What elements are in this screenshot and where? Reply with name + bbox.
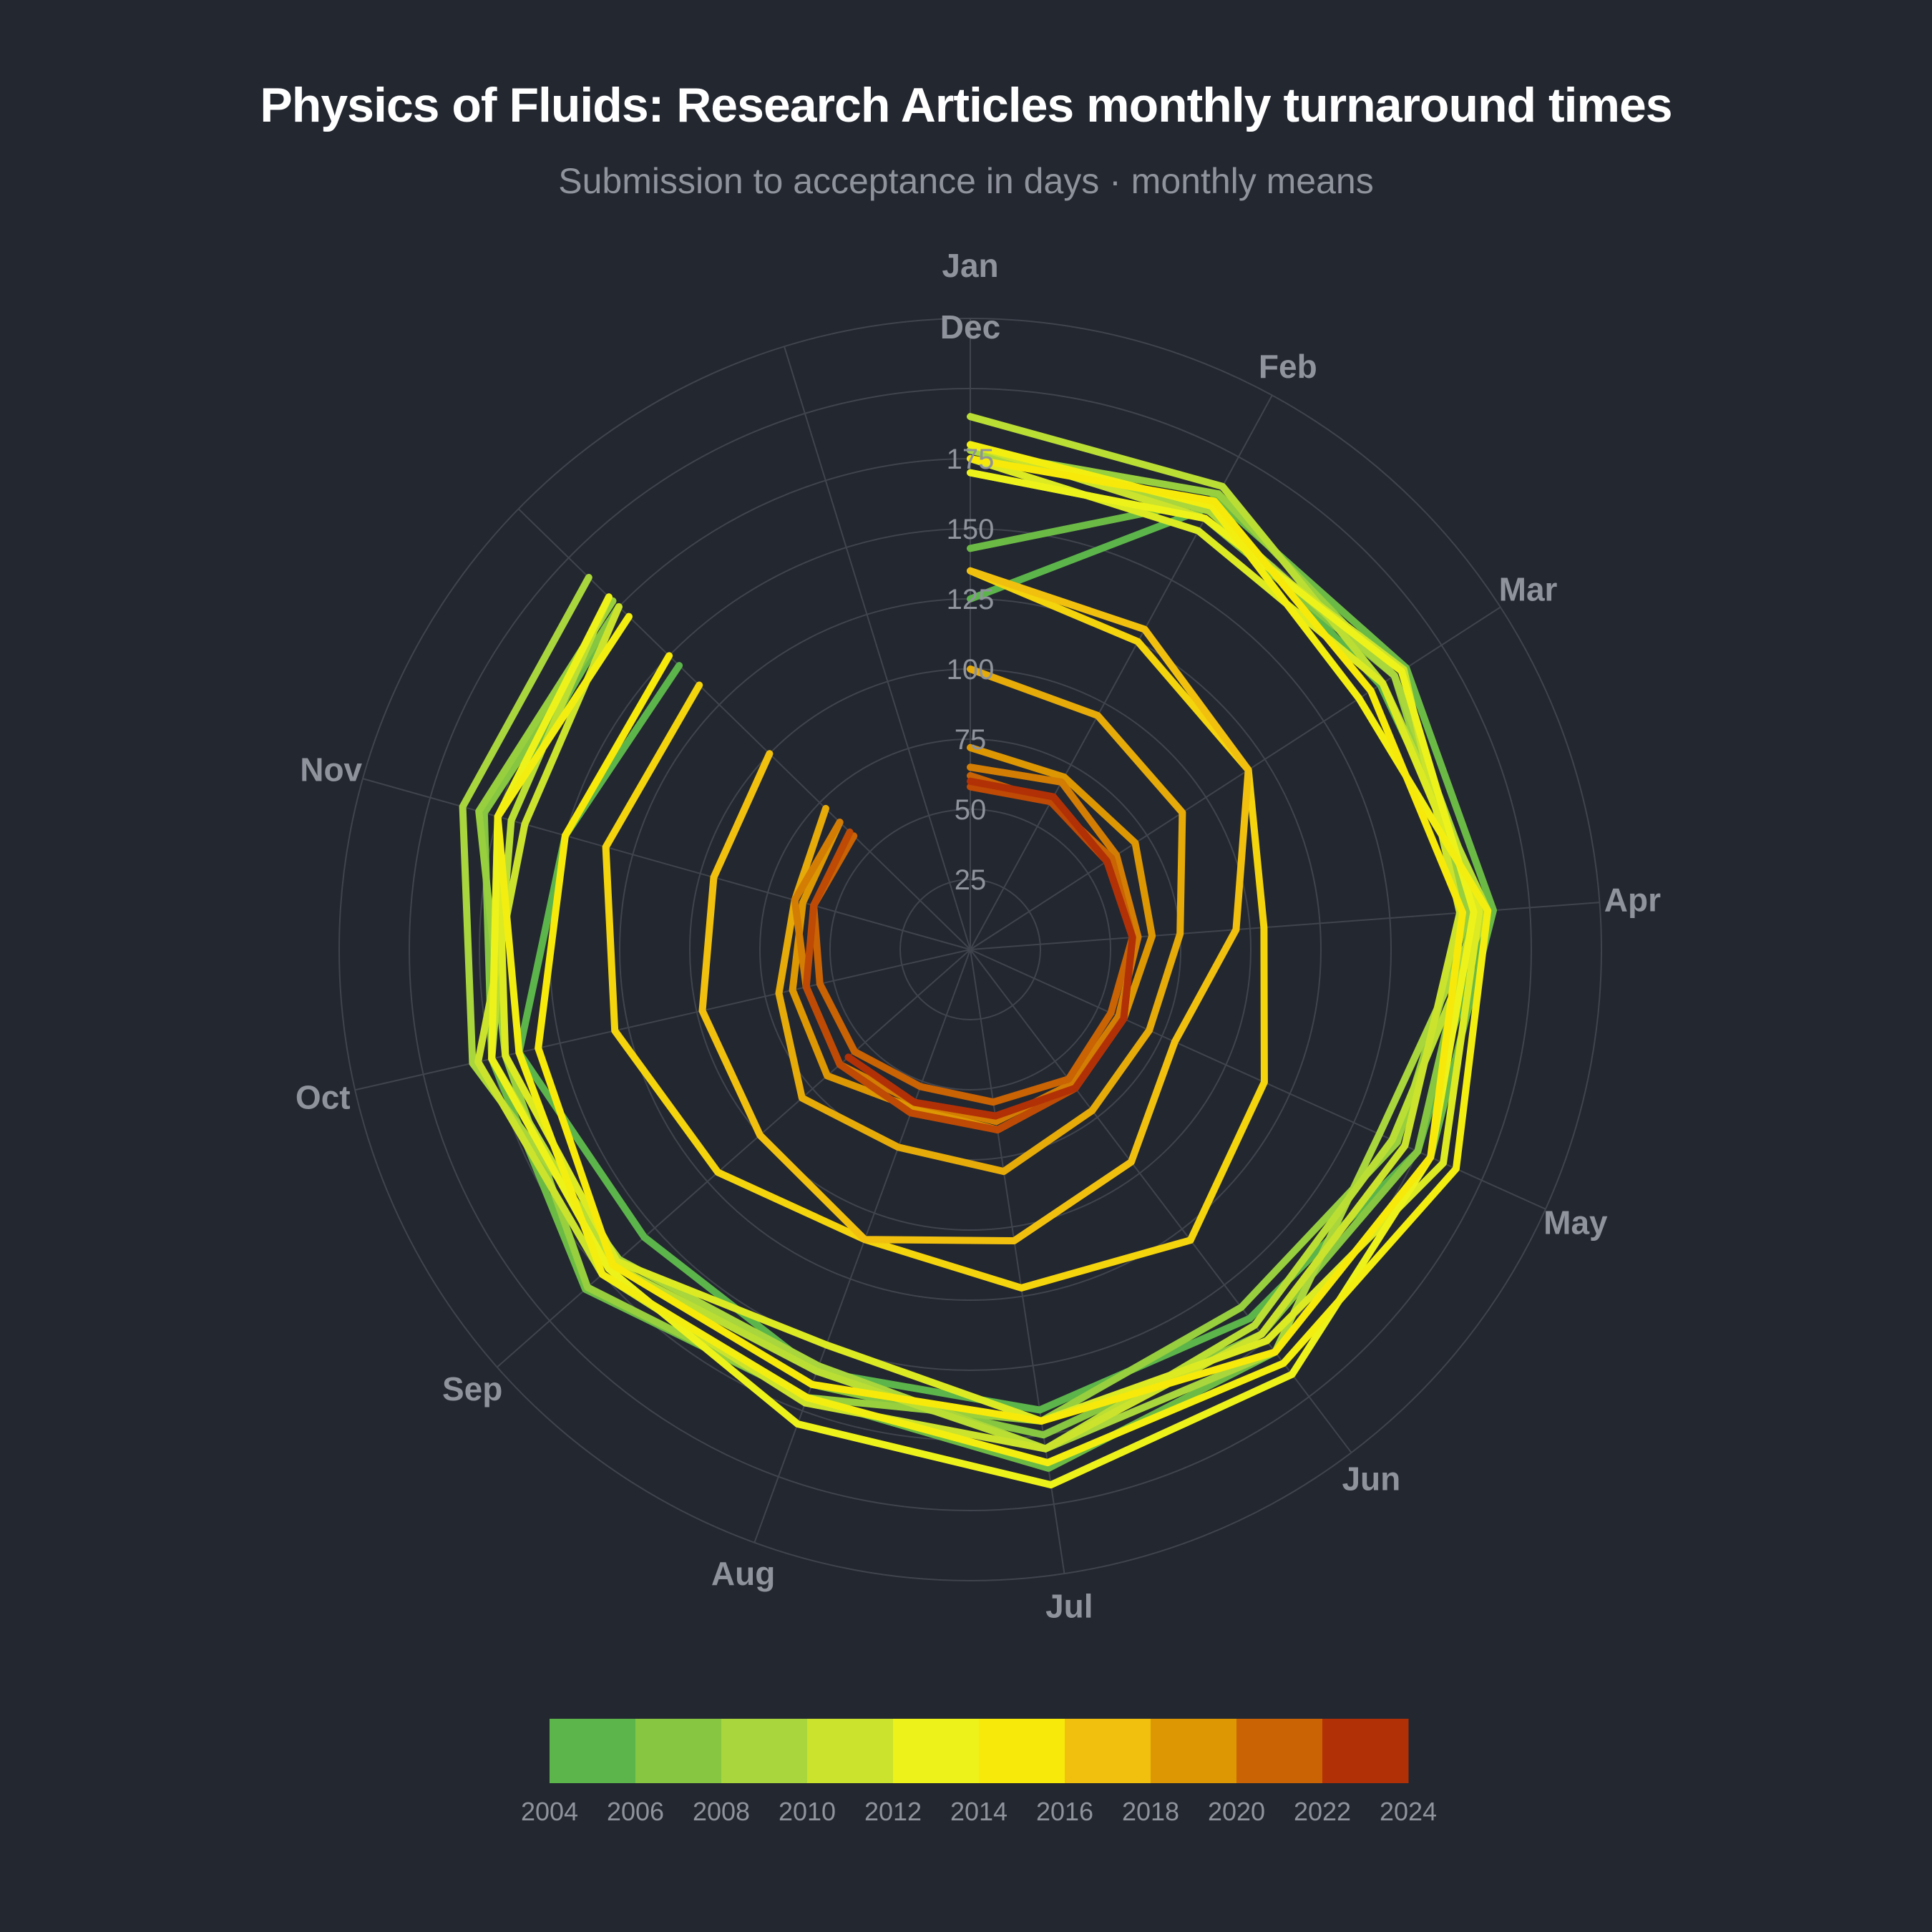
grid-spoke <box>970 949 1352 1453</box>
series-line-2013 <box>494 441 1492 1467</box>
month-label-may: May <box>1543 1204 1608 1241</box>
grid-spoke <box>517 508 971 950</box>
colorbar-band <box>550 1719 636 1783</box>
colorbar-tick-label: 2016 <box>1036 1797 1093 1826</box>
chart-title: Physics of Fluids: Research Articles mon… <box>260 78 1672 132</box>
colorbar-tick-label: 2024 <box>1380 1797 1437 1826</box>
grid-spoke <box>970 949 1546 1210</box>
month-label-dec: Dec <box>940 308 1000 346</box>
colorbar-band <box>1322 1719 1409 1783</box>
series-line-2016 <box>698 567 1252 1244</box>
month-label-sep: Sep <box>442 1370 502 1407</box>
axis-labels: 25 50 75 100 125 150 175 Jan Feb Mar Apr May Jun Jul A… <box>296 247 1661 1625</box>
series-group <box>459 413 1497 1489</box>
colorbar-tick-label: 2006 <box>607 1797 664 1826</box>
series-line-2020 <box>810 772 1136 1106</box>
colorbar-tick-label: 2014 <box>950 1797 1008 1826</box>
r-tick-label: 175 <box>947 444 995 475</box>
colorbar-band <box>979 1719 1065 1783</box>
colorbar-tick-label: 2010 <box>779 1797 836 1826</box>
r-tick-label: 100 <box>947 654 995 686</box>
grid-spoke <box>497 949 971 1368</box>
grid-spoke <box>784 346 971 950</box>
series-line-2011 <box>494 455 1483 1425</box>
series-line-2012 <box>488 469 1478 1489</box>
r-tick-label: 125 <box>947 584 995 615</box>
colorbar-tick-label: 2008 <box>693 1797 750 1826</box>
colorbar-band <box>1065 1719 1151 1783</box>
colorbar-band <box>893 1719 980 1783</box>
colorbar-tick-label: 2004 <box>521 1797 578 1826</box>
month-label-apr: Apr <box>1604 882 1661 919</box>
colorbar-tick-label: 2018 <box>1122 1797 1179 1826</box>
grid-spoke <box>970 606 1501 950</box>
series-line-2014 <box>535 455 1466 1425</box>
chart-subtitle: Submission to acceptance in days · month… <box>558 161 1374 201</box>
grid-spoke <box>970 902 1600 950</box>
month-label-nov: Nov <box>300 751 362 789</box>
grid-spoke <box>362 778 971 950</box>
month-label-jun: Jun <box>1342 1460 1400 1498</box>
series-line-2008 <box>459 447 1486 1453</box>
colorbar-band <box>807 1719 894 1783</box>
colorbar-tick-label: 2020 <box>1208 1797 1265 1826</box>
colorbar-band <box>721 1719 808 1783</box>
series-line-2004 <box>515 502 1492 1414</box>
month-label-mar: Mar <box>1499 571 1558 608</box>
polar-grid <box>338 318 1602 1581</box>
grid-spoke <box>354 949 971 1091</box>
r-tick-label: 25 <box>955 864 987 896</box>
colorbar-band <box>1236 1719 1323 1783</box>
series-line-2015 <box>602 567 1268 1292</box>
month-label-feb: Feb <box>1259 348 1317 385</box>
month-label-jul: Jul <box>1045 1588 1093 1625</box>
colorbar-band <box>1151 1719 1237 1783</box>
colorbar-tick-label: 2012 <box>864 1797 922 1826</box>
series-line-2022 <box>844 777 1136 1120</box>
colorbar-band <box>635 1719 722 1783</box>
month-label-oct: Oct <box>296 1078 351 1116</box>
series-line-2017 <box>775 665 1186 1176</box>
grid-spoke <box>753 949 971 1543</box>
r-tick-label: 50 <box>955 794 987 826</box>
r-tick-label: 75 <box>955 724 987 756</box>
month-label-jan: Jan <box>942 247 998 284</box>
month-label-aug: Aug <box>711 1555 775 1592</box>
colorbar-tick-label: 2022 <box>1294 1797 1351 1826</box>
r-tick-label: 150 <box>947 514 995 545</box>
colorbar: 2004 2006 2008 2010 2012 2014 2016 2018 2020 2022… <box>521 1719 1437 1826</box>
